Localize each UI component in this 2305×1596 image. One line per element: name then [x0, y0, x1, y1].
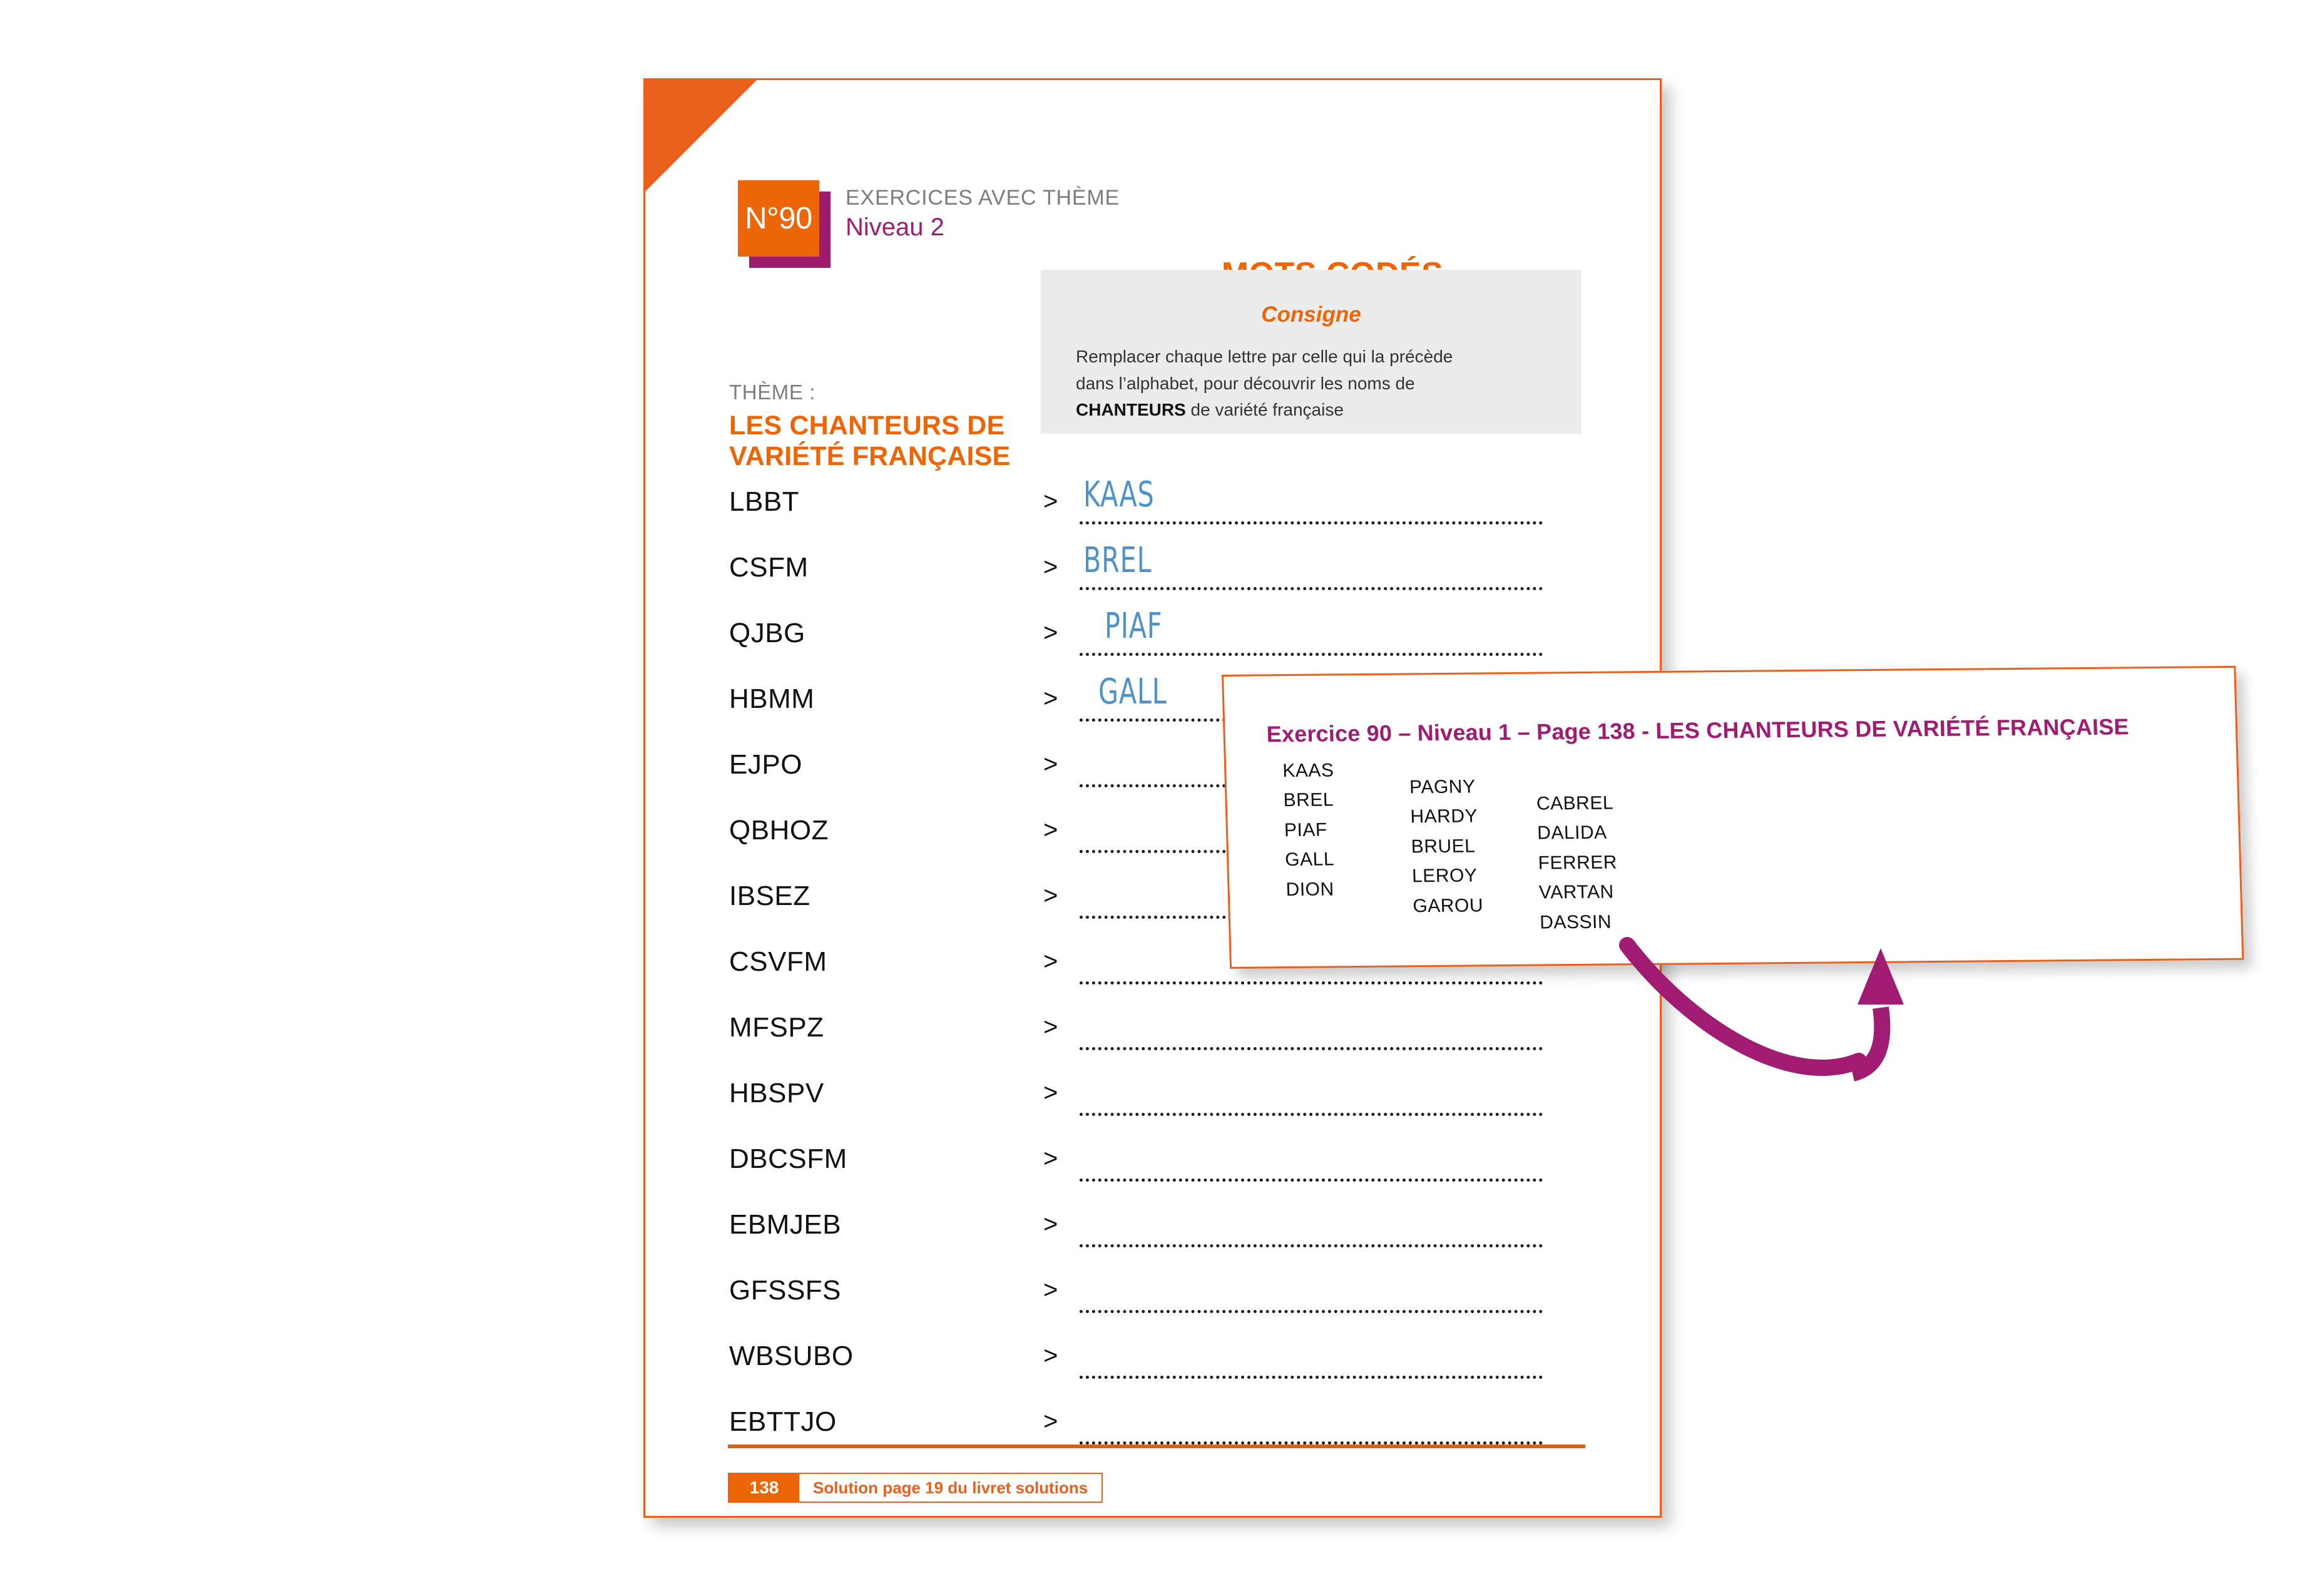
answer-name: PIAF — [1284, 819, 1328, 841]
answer-column-1: KAAS BREL PIAF GALL DION — [1282, 755, 1338, 904]
puzzle-row: CSFM > BREL — [729, 540, 1618, 609]
coded-word: EJPO — [729, 749, 802, 780]
handwritten-answer: GALL — [1098, 672, 1167, 712]
arrow-separator: > — [1043, 1210, 1058, 1238]
coded-word: MFSPZ — [729, 1012, 824, 1043]
answer-name: BRUEL — [1411, 836, 1476, 857]
arrow-separator: > — [1043, 685, 1058, 712]
exercise-badge: N°90 — [738, 180, 838, 268]
pointer-arrow-icon — [1619, 937, 1904, 1082]
arrow-separator: > — [1043, 882, 1058, 909]
answer-name: GALL — [1284, 849, 1335, 871]
arrow-separator: > — [1043, 619, 1058, 647]
corner-fold-decoration — [645, 80, 757, 192]
instruction-line-2: dans l’alphabet, pour découvrir les noms… — [1076, 373, 1415, 393]
instruction-box: Consigne Remplacer chaque lettre par cel… — [1041, 270, 1582, 434]
theme-value: LES CHANTEURS DE VARIÉTÉ FRANÇAISE — [729, 411, 1011, 472]
puzzle-row: CSVFM > — [729, 938, 1618, 1003]
header-kicker: EXERCICES AVEC THÈME — [846, 186, 1120, 210]
answer-name: KAAS — [1282, 760, 1334, 782]
arrow-separator: > — [1043, 553, 1058, 581]
answer-card-title: Exercice 90 – Niveau 1 – Page 138 - LES … — [1266, 714, 2130, 747]
arrow-separator: > — [1043, 1013, 1058, 1041]
puzzle-row: WBSUBO > — [729, 1332, 1618, 1398]
coded-word: QJBG — [729, 618, 805, 648]
coded-word: GFSSFS — [729, 1275, 842, 1306]
theme-block: THÈME : LES CHANTEURS DE VARIÉTÉ FRANÇAI… — [729, 381, 1023, 472]
instruction-line-1: Remplacer chaque lettre par celle qui la… — [1076, 347, 1453, 366]
answer-blank-line[interactable] — [1080, 1441, 1543, 1445]
footer-divider — [728, 1445, 1585, 1448]
coded-word: WBSUBO — [729, 1341, 854, 1371]
answer-blank-line[interactable] — [1080, 653, 1543, 656]
coded-word: QBHOZ — [729, 815, 829, 846]
answer-name: GAROU — [1412, 894, 1484, 916]
answer-name: HARDY — [1410, 806, 1478, 827]
puzzle-row: MFSPZ > — [729, 1003, 1618, 1069]
header-level: Niveau 2 — [846, 213, 944, 242]
puzzle-row: EBTTJO > — [729, 1398, 1618, 1463]
answer-name: DASSIN — [1539, 911, 1612, 933]
answer-blank-line[interactable] — [1080, 1310, 1543, 1313]
answer-name: FERRER — [1538, 852, 1618, 874]
arrow-separator: > — [1043, 1276, 1058, 1304]
instruction-heading: Consigne — [1261, 302, 1361, 327]
answer-column-3: CABREL DALIDA FERRER VARTAN DASSIN — [1536, 788, 1619, 937]
handwritten-answer: KAAS — [1083, 474, 1155, 515]
answer-key-card: Exercice 90 – Niveau 1 – Page 138 - LES … — [1222, 665, 2244, 969]
arrow-separator: > — [1043, 1079, 1058, 1107]
puzzle-row: HBSPV > — [729, 1069, 1618, 1135]
puzzle-row: QJBG > PIAF — [729, 606, 1618, 675]
puzzle-row: DBCSFM > — [729, 1135, 1618, 1200]
answer-blank-line[interactable] — [1080, 1179, 1543, 1182]
puzzle-row: EBMJEB > — [729, 1200, 1618, 1266]
answer-blank-line[interactable] — [1080, 1376, 1543, 1379]
instruction-body: Remplacer chaque lettre par celle qui la… — [1076, 344, 1546, 424]
answer-name: DION — [1285, 878, 1335, 900]
answer-column-2: PAGNY HARDY BRUEL LEROY GAROU — [1409, 772, 1484, 921]
answer-name: BREL — [1283, 789, 1334, 811]
answer-blank-line[interactable] — [1080, 521, 1543, 524]
answer-blank-line[interactable] — [1080, 587, 1543, 590]
answer-name: VARTAN — [1538, 881, 1615, 903]
puzzle-row-list: LBBT > KAAS CSFM > BREL QJBG > PIAF HBMM > GALL EJPO… — [729, 474, 1618, 1463]
coded-word: DBCSFM — [729, 1143, 847, 1174]
theme-label: THÈME : — [729, 381, 816, 404]
puzzle-row: GFSSFS > — [729, 1266, 1618, 1332]
instruction-line-3-rest: de variété française — [1185, 400, 1344, 420]
arrow-separator: > — [1043, 1145, 1058, 1172]
coded-word: CSFM — [729, 552, 809, 583]
answer-blank-line[interactable] — [1080, 981, 1543, 985]
answer-name: DALIDA — [1536, 822, 1608, 844]
answer-name: CABREL — [1536, 792, 1614, 814]
arrow-separator: > — [1043, 816, 1058, 844]
solution-reference: Solution page 19 du livret solutions — [799, 1474, 1102, 1501]
handwritten-answer: PIAF — [1105, 606, 1163, 647]
arrow-separator: > — [1043, 488, 1058, 515]
answer-blank-line[interactable] — [1080, 1047, 1543, 1050]
handwritten-answer: BREL — [1083, 540, 1152, 581]
coded-word: LBBT — [729, 486, 800, 517]
instruction-line-3: CHANTEURS de variété française — [1076, 397, 1546, 424]
answer-blank-line[interactable] — [1080, 1244, 1543, 1247]
arrow-separator: > — [1043, 948, 1058, 975]
puzzle-row: LBBT > KAAS — [729, 474, 1618, 543]
coded-word: EBTTJO — [729, 1406, 837, 1437]
coded-word: IBSEZ — [729, 881, 810, 911]
coded-word: EBMJEB — [729, 1209, 842, 1240]
answer-blank-line[interactable] — [1080, 1113, 1543, 1116]
answer-name: LEROY — [1411, 865, 1478, 887]
arrow-separator: > — [1043, 750, 1058, 778]
arrow-separator: > — [1043, 1342, 1058, 1369]
arrow-separator: > — [1043, 1408, 1058, 1435]
coded-word: HBSPV — [729, 1078, 824, 1108]
coded-word: CSVFM — [729, 946, 827, 977]
badge-number: N°90 — [738, 180, 819, 257]
header-text-block: EXERCICES AVEC THÈME Niveau 2 — [846, 185, 1120, 242]
page-number-badge: 138 — [729, 1474, 799, 1501]
coded-word: HBMM — [729, 683, 815, 714]
answer-name: PAGNY — [1409, 776, 1476, 798]
footer-bar: 138 Solution page 19 du livret solutions — [728, 1473, 1103, 1503]
instruction-keyword: CHANTEURS — [1076, 400, 1186, 420]
